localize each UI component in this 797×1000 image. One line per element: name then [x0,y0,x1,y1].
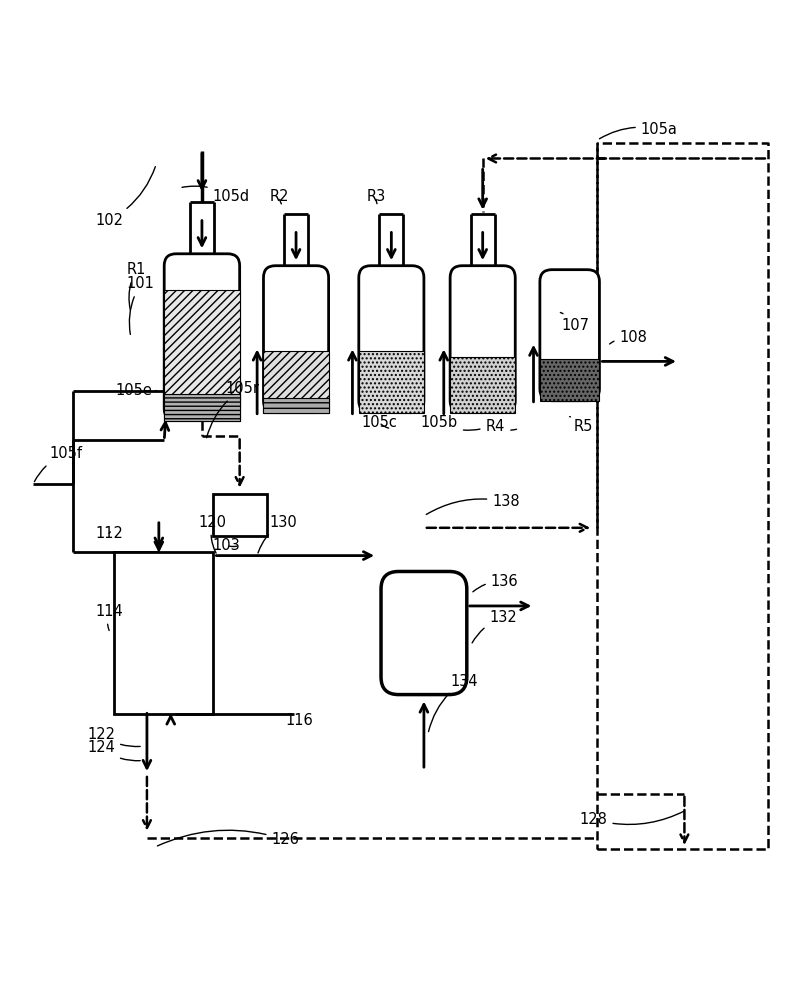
Text: 105b: 105b [421,415,480,430]
Text: 126: 126 [157,830,300,847]
FancyBboxPatch shape [450,266,515,413]
Text: R3: R3 [367,189,386,204]
FancyBboxPatch shape [164,254,240,421]
Text: 130: 130 [258,515,297,553]
Bar [264,351,328,413]
Bar [213,494,267,536]
Text: 134: 134 [429,674,477,732]
Text: 132: 132 [472,610,516,643]
Text: 103: 103 [213,538,241,553]
Text: 105e: 105e [115,383,156,398]
Text: 102: 102 [95,167,155,228]
Bar [164,290,240,421]
FancyBboxPatch shape [540,270,599,401]
Bar [164,394,240,421]
Bar [540,359,599,401]
FancyBboxPatch shape [359,266,424,413]
FancyBboxPatch shape [264,266,328,413]
Text: R1: R1 [127,262,147,309]
Text: R2: R2 [270,189,289,204]
Text: 105f: 105f [34,446,82,482]
Text: 138: 138 [426,494,520,514]
Text: R4: R4 [486,419,516,434]
Text: 116: 116 [285,713,313,728]
Bar [114,552,214,714]
Text: 107: 107 [560,312,589,333]
Text: 105a: 105a [599,122,677,139]
Text: 105d: 105d [182,186,249,204]
Text: 128: 128 [579,811,685,827]
Bar [264,398,328,413]
Bar [359,351,424,413]
Text: 114: 114 [95,604,123,630]
Text: 108: 108 [610,330,647,345]
FancyBboxPatch shape [381,571,467,695]
Text: 120: 120 [198,515,226,553]
Text: 122: 122 [87,727,140,747]
Text: 105r: 105r [206,381,259,438]
Text: 101: 101 [127,276,155,334]
Text: 124: 124 [87,740,140,761]
Text: R5: R5 [570,417,593,434]
Text: 105c: 105c [361,415,397,430]
Text: 112: 112 [95,526,123,541]
Text: 136: 136 [473,574,518,592]
Bar [450,357,515,413]
